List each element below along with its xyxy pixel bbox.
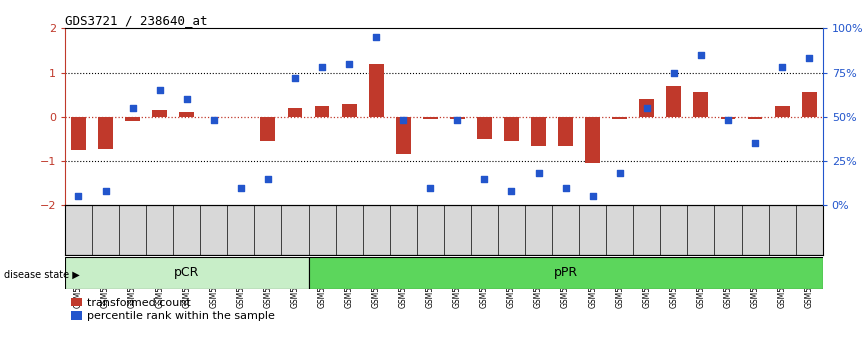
Text: pPR: pPR: [553, 266, 578, 279]
Point: [613, 171, 627, 176]
Bar: [775, 106, 790, 117]
Point: [667, 70, 681, 75]
Text: GDS3721 / 238640_at: GDS3721 / 238640_at: [65, 14, 208, 27]
Bar: [667, 86, 682, 117]
Bar: [802, 92, 817, 117]
Bar: [504, 117, 519, 141]
Bar: [477, 117, 492, 139]
Bar: [423, 117, 437, 119]
Point: [585, 194, 599, 199]
Bar: [314, 106, 329, 117]
Text: pCR: pCR: [174, 266, 199, 279]
Bar: [694, 92, 708, 117]
Bar: [450, 117, 465, 119]
Bar: [308, 257, 823, 289]
Point: [369, 34, 383, 40]
Point: [450, 118, 464, 123]
Point: [180, 96, 194, 102]
Bar: [612, 117, 627, 119]
Bar: [126, 117, 140, 121]
Bar: [585, 117, 600, 163]
Point: [207, 118, 221, 123]
Bar: [98, 117, 113, 149]
Point: [152, 87, 166, 93]
Point: [802, 56, 816, 61]
Text: disease state ▶: disease state ▶: [4, 269, 80, 279]
Point: [559, 185, 572, 190]
Bar: [747, 117, 762, 119]
Point: [234, 185, 248, 190]
Bar: [179, 113, 194, 117]
Point: [288, 75, 302, 81]
Bar: [65, 257, 308, 289]
Point: [72, 194, 86, 199]
Point: [775, 64, 789, 70]
Bar: [369, 64, 384, 117]
Bar: [152, 110, 167, 117]
Bar: [639, 99, 654, 117]
Bar: [721, 117, 735, 119]
Point: [640, 105, 654, 111]
Point: [748, 141, 762, 146]
Bar: [71, 117, 86, 150]
Point: [126, 105, 139, 111]
Point: [342, 61, 356, 67]
Bar: [288, 108, 302, 117]
Point: [261, 176, 275, 182]
Point: [99, 188, 113, 194]
Point: [315, 64, 329, 70]
Bar: [559, 117, 573, 145]
Bar: [396, 117, 410, 154]
Point: [423, 185, 437, 190]
Point: [532, 171, 546, 176]
Point: [694, 52, 708, 58]
Point: [397, 118, 410, 123]
Point: [505, 188, 519, 194]
Point: [477, 176, 491, 182]
Bar: [342, 104, 357, 117]
Legend: transformed count, percentile rank within the sample: transformed count, percentile rank withi…: [70, 298, 275, 321]
Bar: [531, 117, 546, 145]
Bar: [261, 117, 275, 141]
Point: [721, 118, 735, 123]
